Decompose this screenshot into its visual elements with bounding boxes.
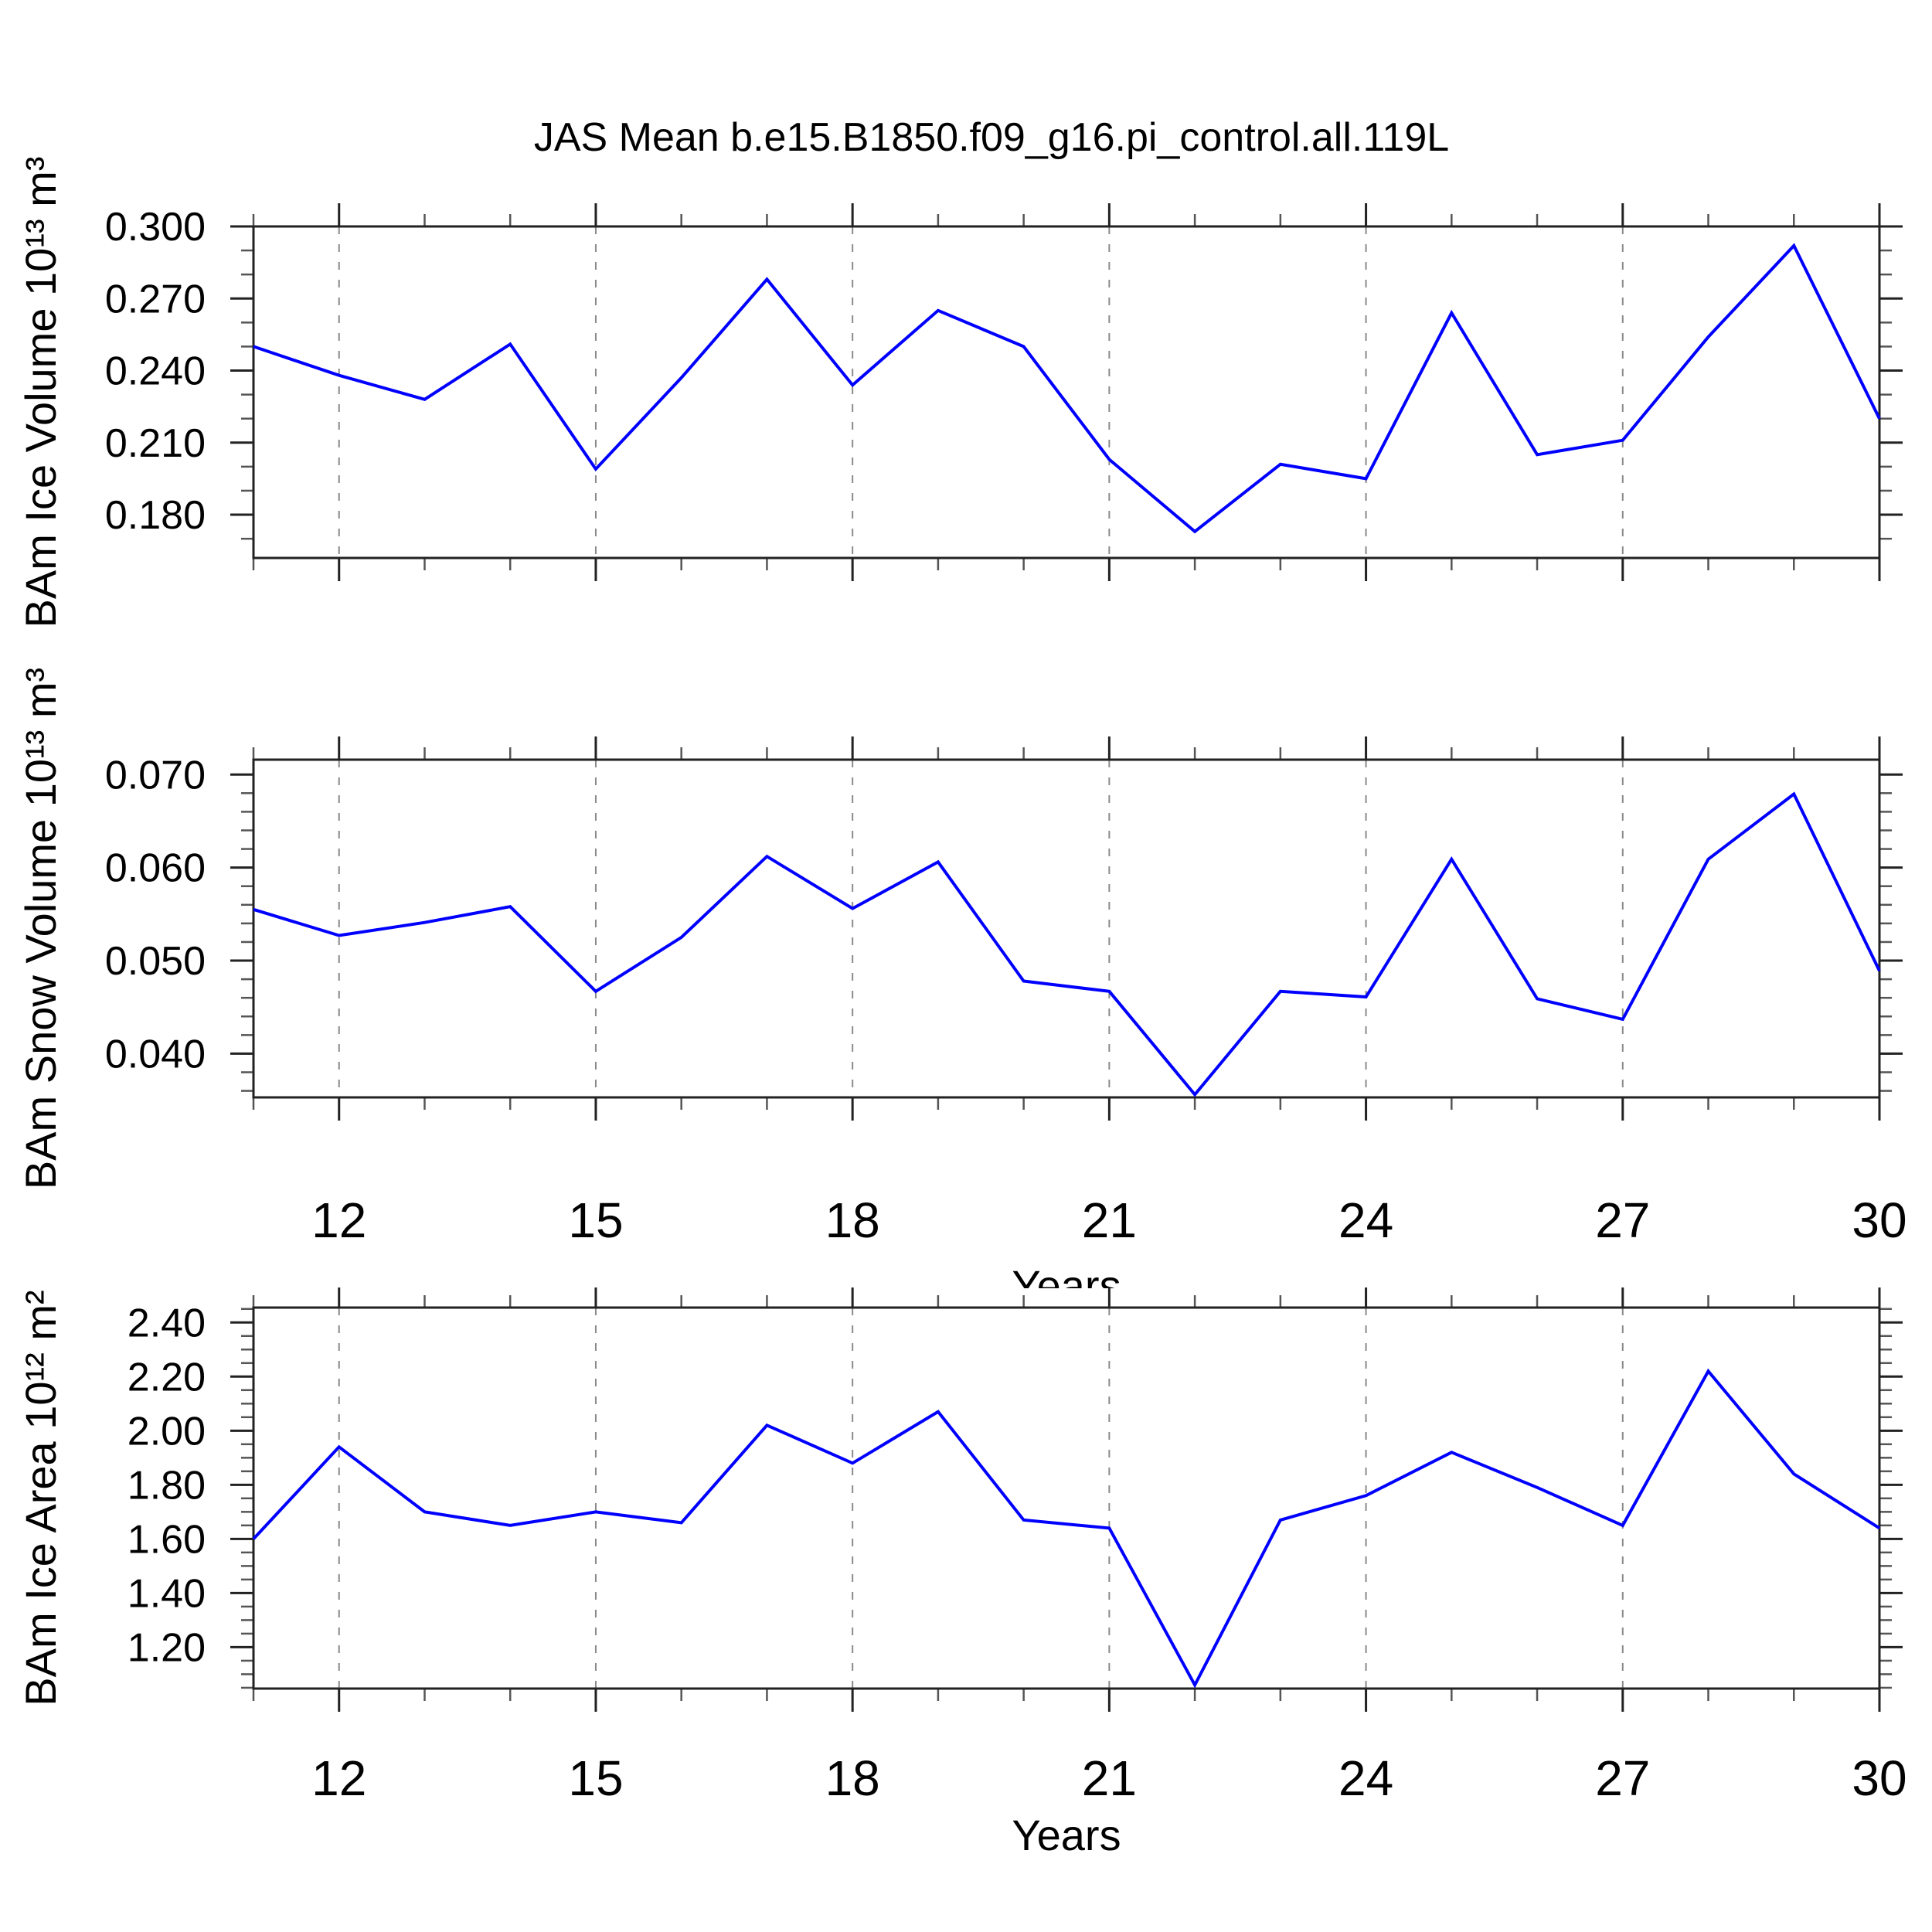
y-axis-title: BAm Ice Area 10¹² m² — [16, 1290, 65, 1706]
x-tick-label: 15 — [568, 1192, 623, 1248]
x-axis-title: Years — [1012, 1261, 1121, 1288]
x-tick-label: 30 — [1852, 1192, 1906, 1248]
y-tick-label: 2.40 — [128, 1301, 206, 1345]
x-tick-label: 18 — [825, 1192, 880, 1248]
ice-volume-chart: 0.3000.2700.2400.2100.18012151821242730Y… — [16, 157, 1903, 628]
data-line — [253, 791, 1881, 1097]
y-tick-label: 0.300 — [105, 205, 206, 250]
x-axis-title: Years — [1012, 1811, 1121, 1859]
y-tick-label: 0.040 — [105, 1032, 206, 1077]
y-axis-title: BAm Ice Volume 10¹³ m³ — [16, 157, 65, 628]
y-axis-title: BAm Snow Volume 10¹³ m³ — [16, 668, 65, 1189]
y-tick-label: 0.060 — [105, 846, 206, 891]
x-tick-label: 24 — [1338, 1192, 1393, 1248]
y-tick-label: 0.240 — [105, 349, 206, 394]
y-tick-label: 0.210 — [105, 421, 206, 466]
figure-title: JAS Mean b.e15.B1850.f09_g16.pi_control.… — [533, 115, 1450, 160]
x-tick-label: 24 — [1338, 1750, 1393, 1806]
plot-frame — [252, 758, 1881, 1099]
x-tick-label: 18 — [825, 1750, 880, 1806]
y-tick-label: 0.050 — [105, 939, 206, 984]
ice-area-chart: 2.40 2.20 2.00 1.80 1.60 1.40 1.20 12 15 18 21 24 27… — [16, 1287, 1907, 1859]
x-tick-label: 27 — [1595, 1192, 1650, 1248]
data-line — [253, 243, 1881, 534]
plot-frame — [252, 1306, 1881, 1690]
x-tick-label: 30 — [1852, 1750, 1906, 1806]
y-tick-label: 1.60 — [128, 1517, 206, 1562]
y-tick-label: 2.20 — [128, 1355, 206, 1400]
x-tick-label: 21 — [1082, 1192, 1137, 1248]
plot-frame — [252, 225, 1881, 560]
x-tick-label: 12 — [311, 1192, 366, 1248]
snow-volume-chart: 0.070 0.060 0.050 0.040 12 15 18 21 24 27 30 Years B… — [16, 668, 1907, 1288]
x-tick-label: 21 — [1082, 1750, 1137, 1806]
x-tick-label: 27 — [1595, 1750, 1650, 1806]
y-tick-label: 2.00 — [128, 1409, 206, 1454]
y-tick-label: 1.80 — [128, 1463, 206, 1508]
x-tick-label: 12 — [311, 1750, 366, 1806]
y-tick-label: 1.20 — [128, 1625, 206, 1670]
y-tick-label: 0.180 — [105, 493, 206, 538]
x-tick-label: 15 — [568, 1750, 623, 1806]
y-tick-label: 0.270 — [105, 277, 206, 321]
y-tick-label: 1.40 — [128, 1571, 206, 1616]
data-line — [252, 1368, 1881, 1689]
y-tick-label: 0.070 — [105, 753, 206, 798]
